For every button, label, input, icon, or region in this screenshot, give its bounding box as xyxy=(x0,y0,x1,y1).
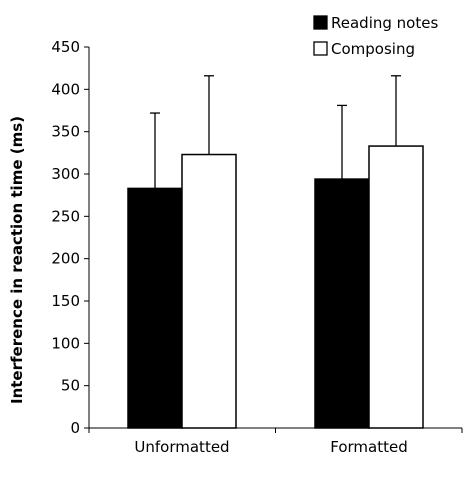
bar-composing xyxy=(368,145,424,429)
y-tick-label: 150 xyxy=(51,292,80,310)
legend-label: Reading notes xyxy=(331,14,438,32)
y-tick-label: 100 xyxy=(51,334,80,352)
x-category-label: Unformatted xyxy=(134,438,229,456)
y-tick-label: 200 xyxy=(51,250,80,268)
legend-label: Composing xyxy=(331,40,415,58)
x-category-label: Formatted xyxy=(330,438,408,456)
y-tick-label: 350 xyxy=(51,123,80,141)
y-axis-title: Interference in reaction time (ms) xyxy=(8,116,26,404)
y-tick-label: 450 xyxy=(51,38,80,56)
bar-composing xyxy=(181,153,237,429)
bar-reading-notes xyxy=(127,187,183,429)
y-tick-label: 400 xyxy=(51,80,80,98)
plot-area: 0 50 100 150 200 250 300 350 400 450 Unformatted Fo… xyxy=(51,38,463,456)
legend-swatch xyxy=(313,15,328,30)
bar-reading-notes xyxy=(314,178,370,429)
y-tick-label: 0 xyxy=(70,419,80,437)
y-tick-label: 50 xyxy=(61,377,80,395)
y-tick-label: 300 xyxy=(51,165,80,183)
legend: Reading notes Composing xyxy=(313,14,438,58)
legend-swatch xyxy=(313,41,328,56)
y-tick-label: 250 xyxy=(51,207,80,225)
